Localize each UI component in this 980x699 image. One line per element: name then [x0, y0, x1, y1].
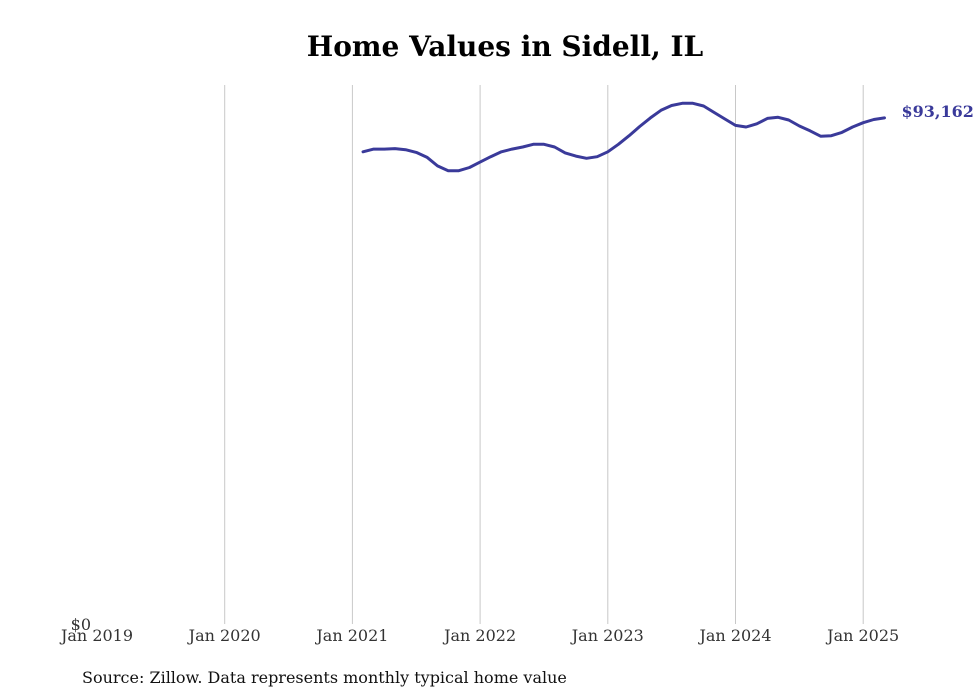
home-value-line	[361, 101, 886, 173]
x-tick-label: Jan 2020	[187, 626, 261, 645]
x-tick-label: Jan 2024	[697, 626, 771, 645]
source-note: Source: Zillow. Data represents monthly …	[82, 668, 567, 687]
x-tick-label: Jan 2025	[825, 626, 899, 645]
latest-value-label: $93,162	[901, 102, 973, 121]
gridlines	[224, 85, 864, 624]
x-tick-label: Jan 2021	[314, 626, 388, 645]
x-tick-label: Jan 2022	[442, 626, 516, 645]
x-tick-label: Jan 2019	[59, 626, 133, 645]
axis-labels: Jan 2019 Jan 2020 Jan 2021 Jan 2022 Jan 2023…	[59, 615, 899, 645]
y-tick-label: $0	[71, 615, 91, 634]
x-tick-label: Jan 2023	[570, 626, 644, 645]
line-chart: Jan 2019 Jan 2020 Jan 2021 Jan 2022 Jan 2023…	[59, 85, 974, 645]
chart-title: Home Values in Sidell, IL	[306, 30, 704, 63]
